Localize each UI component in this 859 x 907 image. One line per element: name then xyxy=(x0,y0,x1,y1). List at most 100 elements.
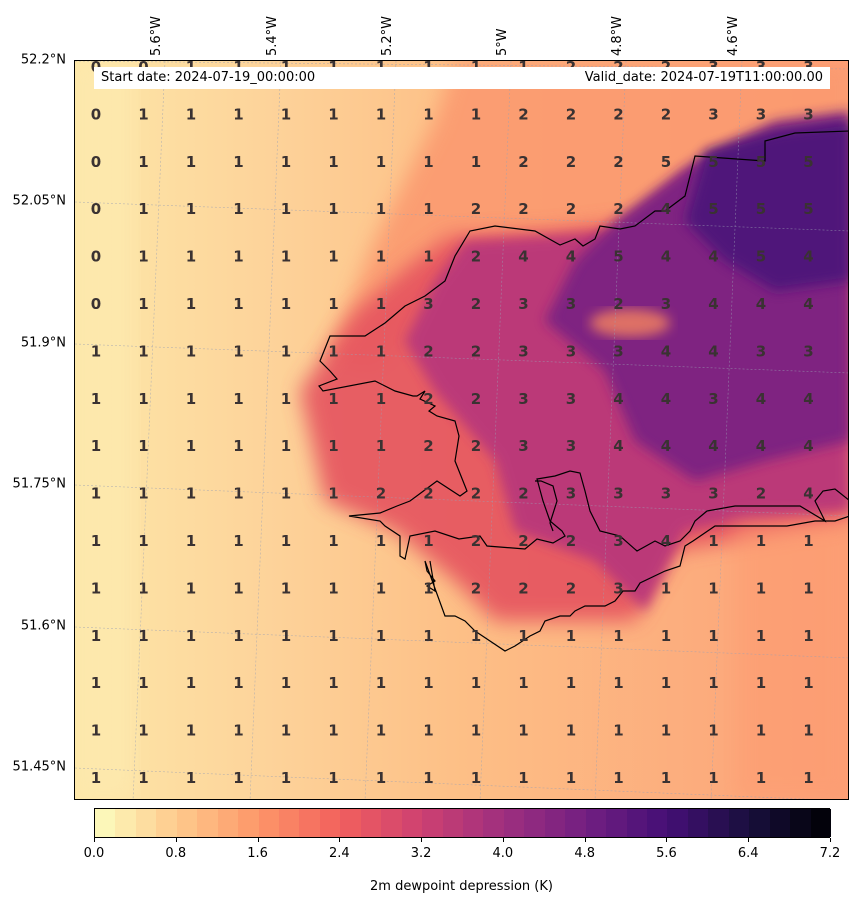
grid-value: 4 xyxy=(803,248,813,266)
grid-value: 5 xyxy=(756,248,766,266)
colorbar-tick-label: 4.0 xyxy=(492,846,514,861)
grid-value: 1 xyxy=(661,627,671,645)
grid-value: 2 xyxy=(518,105,528,123)
lon-label: 5.6°W xyxy=(149,15,164,56)
colorbar-segment xyxy=(626,809,648,837)
grid-value: 1 xyxy=(186,200,196,218)
grid-value: 1 xyxy=(233,200,243,218)
grid-value: 1 xyxy=(281,342,291,360)
grid-value: 1 xyxy=(186,627,196,645)
grid-value: 1 xyxy=(756,579,766,597)
grid-value: 1 xyxy=(186,153,196,171)
grid-value: 2 xyxy=(613,295,623,313)
grid-value: 0 xyxy=(91,105,101,123)
colorbar-segment xyxy=(667,809,689,837)
grid-value: 3 xyxy=(518,342,528,360)
field-orange-north xyxy=(325,61,848,371)
grid-value: 1 xyxy=(91,674,101,692)
grid-value: 2 xyxy=(518,579,528,597)
grid-value: 4 xyxy=(708,342,718,360)
colorbar-segment xyxy=(95,809,116,837)
grid-value: 1 xyxy=(281,437,291,455)
grid-value: 3 xyxy=(661,295,671,313)
grid-value: 1 xyxy=(91,532,101,550)
colorbar-segment xyxy=(708,809,730,837)
colorbar-segment xyxy=(115,809,137,837)
grid-value: 1 xyxy=(91,485,101,503)
grid-value: 4 xyxy=(661,532,671,550)
grid-value: 1 xyxy=(423,248,433,266)
grid-value: 1 xyxy=(376,295,386,313)
grid-value: 1 xyxy=(471,153,481,171)
grid-value: 2 xyxy=(471,485,481,503)
grid-value: 1 xyxy=(376,437,386,455)
grid-value: 4 xyxy=(566,248,576,266)
grid-value: 1 xyxy=(233,532,243,550)
grid-value: 2 xyxy=(423,437,433,455)
lon-label: 5.4°W xyxy=(265,15,280,56)
grid-value: 1 xyxy=(233,769,243,787)
grid-value: 4 xyxy=(756,295,766,313)
grid-value: 2 xyxy=(661,105,671,123)
colorbar-tick-label: 0.0 xyxy=(83,846,105,861)
grid-value: 1 xyxy=(328,153,338,171)
grid-value: 1 xyxy=(756,674,766,692)
colorbar-tick-label: 1.6 xyxy=(247,846,268,861)
grid-value: 1 xyxy=(186,105,196,123)
grid-value: 1 xyxy=(138,342,148,360)
colorbar-segment xyxy=(258,809,280,837)
lon-label-wrap: 4.8°W xyxy=(610,8,635,56)
colorbar-segment xyxy=(463,809,484,837)
grid-value: 1 xyxy=(186,579,196,597)
grid-value: 4 xyxy=(708,295,718,313)
lon-label-wrap: 5°W xyxy=(495,8,520,56)
grid-value: 5 xyxy=(708,153,718,171)
grid-value: 1 xyxy=(708,769,718,787)
grid-value: 4 xyxy=(661,200,671,218)
lon-label: 5°W xyxy=(495,28,510,56)
grid-value: 1 xyxy=(471,674,481,692)
grid-value: 1 xyxy=(138,153,148,171)
grid-value: 4 xyxy=(803,437,813,455)
grid-value: 1 xyxy=(376,153,386,171)
grid-value: 1 xyxy=(566,722,576,740)
grid-value: 2 xyxy=(471,437,481,455)
grid-value: 1 xyxy=(138,532,148,550)
grid-value: 3 xyxy=(613,532,623,550)
colorbar-segment xyxy=(769,809,791,837)
grid-value: 1 xyxy=(566,674,576,692)
grid-value: 1 xyxy=(91,579,101,597)
grid-value: 1 xyxy=(281,627,291,645)
grid-value: 5 xyxy=(756,153,766,171)
grid-value: 1 xyxy=(281,200,291,218)
grid-value: 4 xyxy=(613,437,623,455)
grid-value: 1 xyxy=(281,532,291,550)
colorbar-segment xyxy=(319,809,341,837)
grid-value: 1 xyxy=(376,342,386,360)
grid-value: 1 xyxy=(376,532,386,550)
grid-value: 1 xyxy=(186,485,196,503)
colorbar-tick-mark xyxy=(748,838,750,842)
grid-value: 2 xyxy=(566,153,576,171)
grid-value: 1 xyxy=(423,579,433,597)
grid-value: 5 xyxy=(803,200,813,218)
lon-label-wrap: 5.4°W xyxy=(265,8,290,56)
grid-value: 3 xyxy=(566,437,576,455)
grid-value: 0 xyxy=(91,295,101,313)
grid-value: 1 xyxy=(328,200,338,218)
grid-value: 2 xyxy=(471,248,481,266)
grid-value: 5 xyxy=(803,153,813,171)
colorbar-segment xyxy=(503,809,525,837)
map-plot[interactable]: 0 0 1 1 1 1 1 1 1 1 2 2 2 3 3 3 0 1 1 1 1 1 1 1 1 2 2 2 2 3 3 3 0 1 1 1 1 1 1 1… xyxy=(74,60,849,800)
grid-value: 2 xyxy=(423,390,433,408)
grid-value: 1 xyxy=(281,674,291,692)
colorbar-segment xyxy=(544,809,566,837)
grid-value: 4 xyxy=(756,390,766,408)
colorbar-tick-label: 5.6 xyxy=(656,846,677,861)
grid-value: 1 xyxy=(566,769,576,787)
lon-label: 4.8°W xyxy=(610,15,625,56)
grid-value: 2 xyxy=(423,342,433,360)
colorbar-segment xyxy=(790,809,812,837)
grid-value: 1 xyxy=(233,390,243,408)
colorbar-segment xyxy=(585,809,607,837)
